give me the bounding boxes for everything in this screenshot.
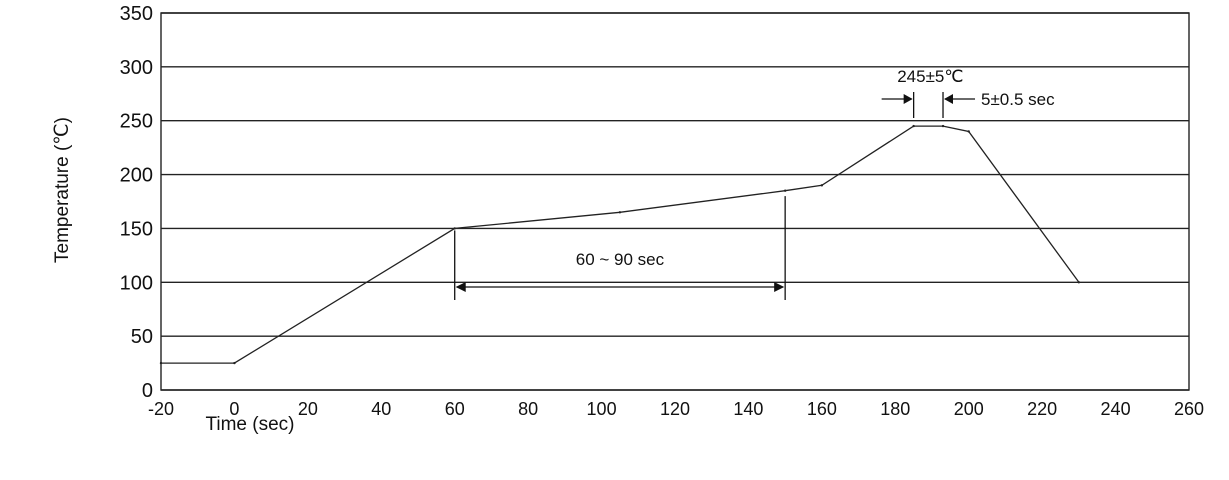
y-tick-label: 250 bbox=[120, 111, 153, 133]
y-tick-label: 150 bbox=[120, 218, 153, 240]
peak-arrowhead-left bbox=[903, 94, 913, 104]
plot-frame bbox=[160, 12, 1190, 391]
data-point bbox=[820, 184, 824, 187]
data-point bbox=[967, 130, 970, 133]
x-tick-label: 80 bbox=[518, 399, 538, 419]
series-layer bbox=[159, 124, 1081, 365]
data-point bbox=[233, 361, 236, 365]
grid-layer bbox=[161, 12, 1189, 391]
y-tick-label: 100 bbox=[120, 272, 153, 294]
data-point bbox=[159, 361, 163, 365]
series-line bbox=[161, 125, 1080, 364]
peak-duration-label: 5±0.5 sec bbox=[981, 90, 1055, 109]
data-point bbox=[912, 124, 915, 128]
y-tick-label: 50 bbox=[131, 326, 153, 348]
x-tick-label: -20 bbox=[148, 399, 174, 419]
x-tick-label: 220 bbox=[1027, 399, 1057, 419]
x-tick-label: 180 bbox=[880, 399, 910, 419]
peak-arrowhead-right bbox=[944, 94, 954, 104]
x-tick-label: 0 bbox=[229, 399, 239, 419]
y-axis-label: Temperature (℃) bbox=[52, 117, 73, 263]
preheat-duration-label: 60 ~ 90 sec bbox=[576, 250, 665, 269]
data-point bbox=[618, 211, 622, 214]
data-point bbox=[783, 189, 787, 192]
y-tick-label: 350 bbox=[120, 3, 153, 25]
data-point bbox=[1077, 281, 1081, 284]
y-tick-label: 0 bbox=[142, 380, 153, 402]
y-tick-label: 200 bbox=[120, 165, 153, 187]
x-tick-label: 240 bbox=[1101, 399, 1131, 419]
x-tick-label: 60 bbox=[445, 399, 465, 419]
data-point bbox=[453, 227, 456, 230]
x-tick-label: 100 bbox=[587, 399, 617, 419]
peak-temperature-label: 245±5℃ bbox=[897, 67, 963, 86]
preheat-arrowhead-right bbox=[774, 282, 785, 292]
y-tick-label: 300 bbox=[120, 57, 153, 79]
data-point bbox=[941, 124, 945, 128]
x-axis-label: Time (sec) bbox=[205, 414, 294, 435]
x-tick-label: 260 bbox=[1174, 399, 1204, 419]
preheat-arrowhead-left bbox=[455, 282, 466, 292]
x-tick-label: 20 bbox=[298, 399, 318, 419]
x-tick-label: 160 bbox=[807, 399, 837, 419]
x-tick-label: 120 bbox=[660, 399, 690, 419]
annotation-layer: 60 ~ 90 sec 245±5℃ 5±0.5 sec bbox=[454, 67, 1055, 300]
x-tick-label: 140 bbox=[733, 399, 763, 419]
x-tick-label: 200 bbox=[954, 399, 984, 419]
x-tick-label: 40 bbox=[371, 399, 391, 419]
